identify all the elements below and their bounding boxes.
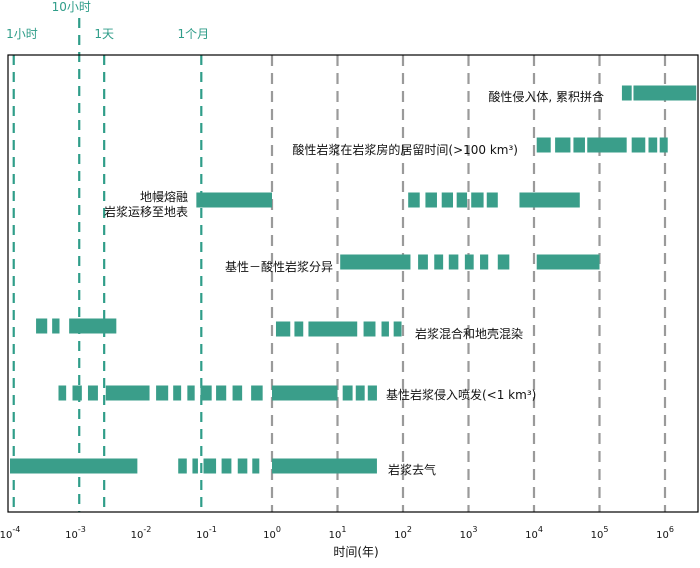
reference-line-label: 1个月 <box>177 27 209 41</box>
process-bar-segment <box>178 458 187 474</box>
process-bar-segment <box>434 254 444 270</box>
process-bar-segment <box>536 137 551 153</box>
x-axis-title: 时间(年) <box>333 545 378 559</box>
process-bar-segment <box>448 254 459 270</box>
process-bar-segment <box>519 192 580 208</box>
process-label: 基性岩浆侵入喷发(<1 km³) <box>386 387 536 402</box>
process-bar-segment <box>237 458 248 474</box>
process-bar-segment <box>251 385 263 401</box>
process-bar-segment <box>72 385 82 401</box>
process-bar-segment <box>355 385 365 401</box>
process-bar-segment <box>156 385 169 401</box>
process-bar-segment <box>480 254 489 270</box>
process-bar-segment <box>87 385 98 401</box>
x-tick-label: 10-4 <box>0 525 20 541</box>
process-bar-segment <box>187 385 195 401</box>
process-bar-segment <box>536 254 600 270</box>
process-label: 岩浆运移至地表 <box>104 204 188 219</box>
process-bar-segment <box>363 321 376 337</box>
process-bar-segment <box>418 254 428 270</box>
x-tick-label: 106 <box>656 525 674 541</box>
process-bar-segment <box>587 137 627 153</box>
process-bar-segment <box>648 137 658 153</box>
x-tick-label: 10-1 <box>196 525 217 541</box>
process-bar-segment <box>633 85 697 101</box>
process-bar-segment <box>10 458 138 474</box>
process-bar-segment <box>659 137 668 153</box>
process-bar-segment <box>381 321 389 337</box>
process-label: 酸性侵入体, 累积拼合 <box>488 89 604 104</box>
process-bar-segment <box>221 458 232 474</box>
x-tick-label: 10-2 <box>131 525 152 541</box>
process-label: 基性－酸性岩浆分异 <box>225 259 333 274</box>
process-bar-segment <box>294 321 304 337</box>
process-bar-segment <box>497 254 510 270</box>
process-bar-segment <box>272 458 377 474</box>
process-bar-segment <box>308 321 358 337</box>
reference-line-label: 10小时 <box>52 0 91 14</box>
process-bar-segment <box>408 192 420 208</box>
process-bar-segment <box>216 385 227 401</box>
process-bar-segment <box>573 137 585 153</box>
x-tick-label: 104 <box>525 525 543 541</box>
reference-line-label: 1天 <box>94 27 114 41</box>
process-bar-segment <box>425 192 437 208</box>
x-tick-label: 103 <box>460 525 478 541</box>
process-bar-segment <box>464 254 474 270</box>
process-label: 岩浆混合和地壳混染 <box>415 326 523 341</box>
process-bar-segment <box>441 192 454 208</box>
process-bar-segment <box>69 318 117 334</box>
process-bar-segment <box>232 385 243 401</box>
process-bar-segment <box>203 458 217 474</box>
process-bar-segment <box>275 321 291 337</box>
process-bar-segment <box>342 385 353 401</box>
process-bar-segment <box>555 137 571 153</box>
process-bar-segment <box>621 85 632 101</box>
x-tick-label: 101 <box>329 525 347 541</box>
process-bar-segment <box>456 192 468 208</box>
process-bar-segment <box>36 318 48 334</box>
plot-frame <box>7 54 699 513</box>
process-bar-segment <box>192 458 198 474</box>
process-bar-segment <box>471 192 484 208</box>
process-bar-segment <box>486 192 498 208</box>
process-label: 酸性岩浆在岩浆房的居留时间(>100 km³) <box>292 142 518 157</box>
process-bar-segment <box>52 318 60 334</box>
process-bar-segment <box>393 321 402 337</box>
process-bar-segment <box>272 385 338 401</box>
process-bar-segment <box>340 254 411 270</box>
reference-line-label: 1小时 <box>6 27 38 41</box>
x-tick-label: 105 <box>591 525 609 541</box>
x-tick-label: 10-3 <box>65 525 86 541</box>
process-label: 岩浆去气 <box>388 462 436 477</box>
grid-layer <box>270 55 667 512</box>
process-bar-segment <box>173 385 182 401</box>
process-bars <box>10 85 697 474</box>
x-tick-label: 100 <box>263 525 281 541</box>
x-tick-label: 102 <box>394 525 412 541</box>
process-bar-segment <box>58 385 67 401</box>
process-bar-segment <box>252 458 260 474</box>
process-bar-segment <box>631 137 646 153</box>
process-label: 地幔熔融 <box>140 189 188 204</box>
x-tick-labels: 10-4 10-3 10-2 10-1 100 101 102 103 104 105 106 <box>0 525 674 541</box>
process-bar-segment <box>200 385 212 401</box>
process-bar-segment <box>105 385 150 401</box>
process-bar-segment <box>367 385 377 401</box>
process-bar-segment <box>196 192 272 208</box>
